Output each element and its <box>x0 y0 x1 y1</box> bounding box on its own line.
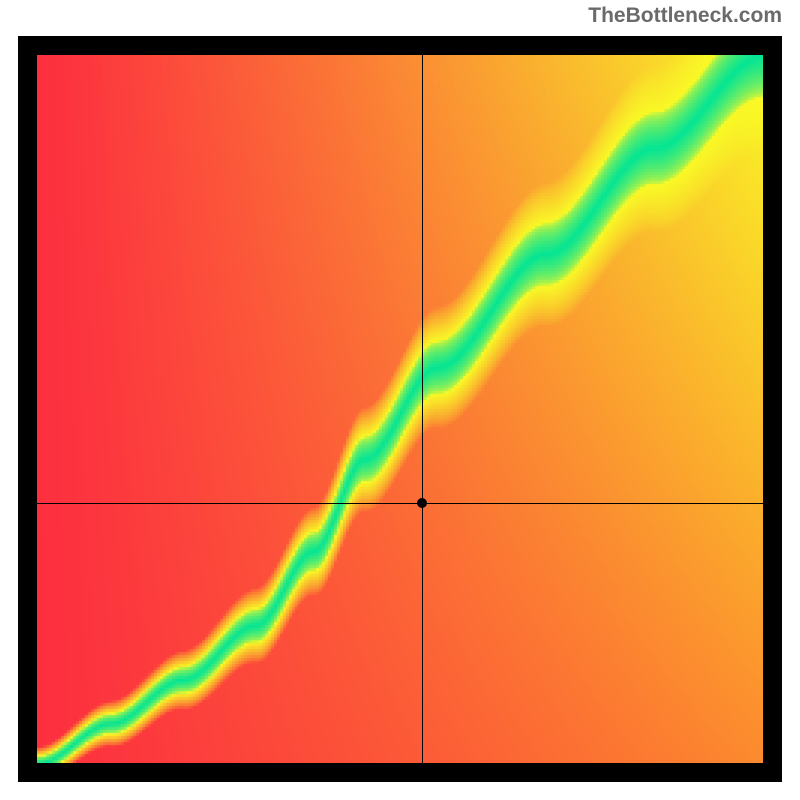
crosshair-horizontal <box>37 503 763 504</box>
crosshair-vertical <box>422 55 423 763</box>
watermark-text: TheBottleneck.com <box>588 4 782 28</box>
chart-frame <box>18 36 782 782</box>
crosshair-dot <box>417 498 427 508</box>
heatmap-canvas <box>37 55 763 763</box>
